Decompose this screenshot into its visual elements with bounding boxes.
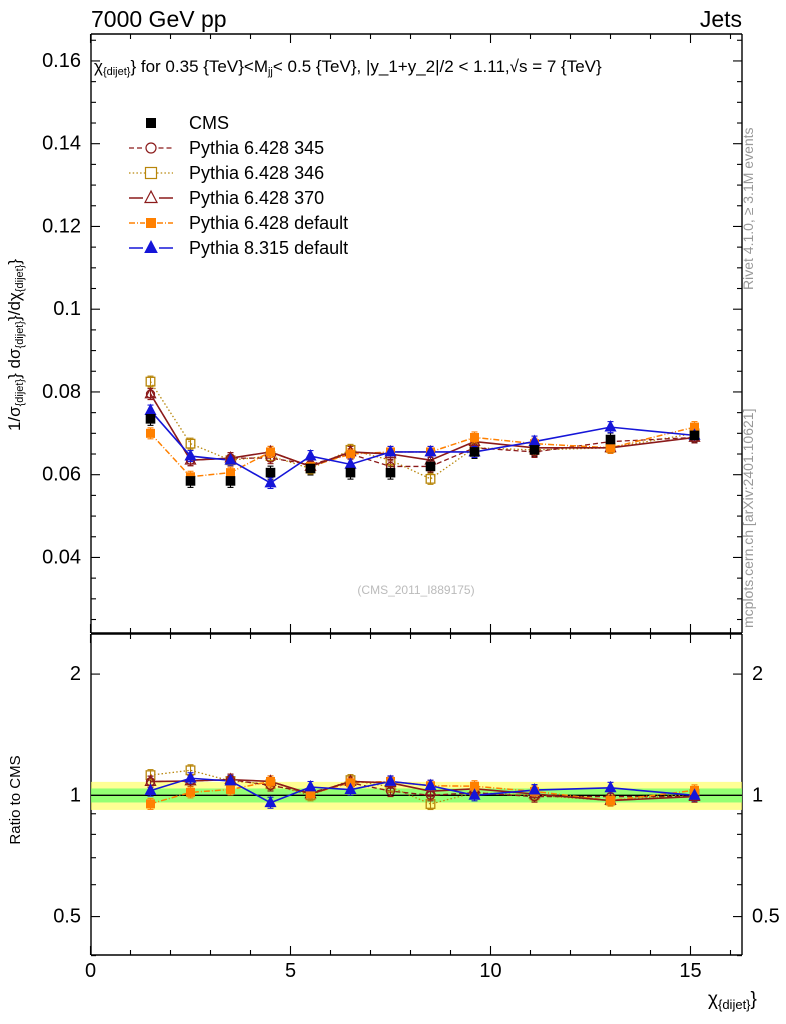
- svg-text:(CMS_2011_I889175): (CMS_2011_I889175): [357, 583, 474, 597]
- svg-text:χ{dijet}} for 0.35 {TeV}<Mjj<: χ{dijet}} for 0.35 {TeV}<Mjj< 0.5 {TeV},…: [94, 57, 602, 78]
- svg-text:Pythia 8.315 default: Pythia 8.315 default: [189, 238, 348, 258]
- svg-text:2: 2: [752, 663, 763, 685]
- svg-text:0.06: 0.06: [42, 464, 81, 486]
- svg-text:Jets: Jets: [700, 6, 742, 32]
- svg-text:1: 1: [70, 784, 81, 806]
- svg-text:15: 15: [679, 960, 701, 982]
- svg-text:Ratio to CMS: Ratio to CMS: [7, 755, 24, 844]
- svg-text:0.08: 0.08: [42, 381, 81, 403]
- svg-text:2: 2: [70, 663, 81, 685]
- svg-text:0.1: 0.1: [53, 298, 81, 320]
- svg-text:0.5: 0.5: [53, 906, 81, 928]
- svg-text:Pythia 6.428 default: Pythia 6.428 default: [189, 213, 348, 233]
- svg-text:10: 10: [479, 960, 501, 982]
- svg-text:0.04: 0.04: [42, 546, 81, 568]
- svg-text:1: 1: [752, 784, 763, 806]
- svg-text:Pythia 6.428 346: Pythia 6.428 346: [189, 163, 324, 183]
- svg-text:Pythia 6.428 345: Pythia 6.428 345: [189, 138, 324, 158]
- svg-text:0.5: 0.5: [752, 906, 780, 928]
- svg-text:0: 0: [85, 960, 96, 982]
- svg-text:7000 GeV pp: 7000 GeV pp: [91, 6, 227, 32]
- svg-text:0.12: 0.12: [42, 215, 81, 237]
- svg-text:CMS: CMS: [189, 113, 229, 133]
- svg-text:Pythia 6.428 370: Pythia 6.428 370: [189, 188, 324, 208]
- svg-text:Rivet 4.1.0, ≥ 3.1M events: Rivet 4.1.0, ≥ 3.1M events: [740, 127, 756, 290]
- svg-text:0.16: 0.16: [42, 50, 81, 72]
- svg-text:5: 5: [285, 960, 296, 982]
- svg-text:mcplots.cern.ch [arXiv:2401.10: mcplots.cern.ch [arXiv:2401.10621]: [740, 409, 756, 628]
- svg-text:0.14: 0.14: [42, 133, 81, 155]
